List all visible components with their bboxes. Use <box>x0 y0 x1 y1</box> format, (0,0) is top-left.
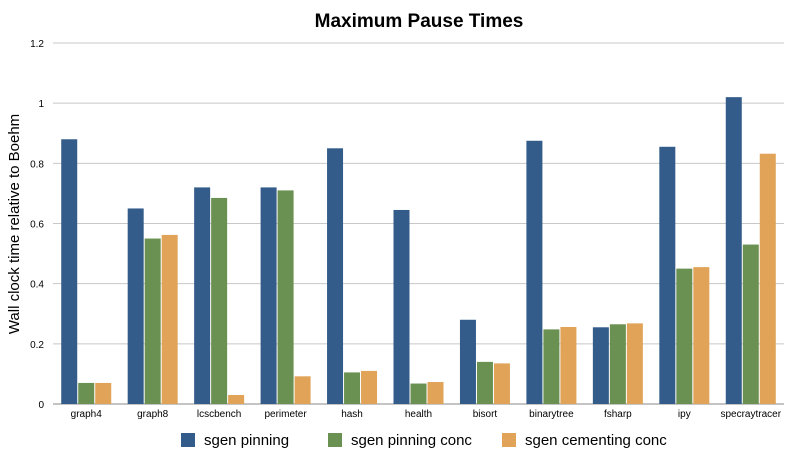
bars-layer <box>61 97 776 405</box>
y-tick-label: 1.2 <box>30 39 44 50</box>
bar-sgen-cementing-conc-fsharp <box>626 323 643 404</box>
bar-sgen-pinning-conc-ipy <box>676 268 693 404</box>
legend-item: sgen cementing conc <box>502 432 667 449</box>
bar-sgen-pinning-conc-health <box>410 383 427 404</box>
bar-sgen-pinning-ipy <box>659 146 676 404</box>
bar-sgen-cementing-conc-binarytree <box>560 326 577 404</box>
legend-swatch <box>502 433 516 447</box>
legend-label: sgen pinning conc <box>351 432 472 449</box>
x-tick-label: specraytracer <box>720 409 781 420</box>
bar-sgen-pinning-binarytree <box>526 140 543 405</box>
bar-sgen-pinning-bisort <box>459 319 476 404</box>
bar-sgen-pinning-conc-hash <box>344 372 361 404</box>
bar-sgen-pinning-conc-binarytree <box>543 329 560 404</box>
y-tick-label: 0 <box>38 400 44 411</box>
bar-sgen-cementing-conc-graph4 <box>95 382 112 404</box>
bar-sgen-pinning-conc-graph4 <box>78 382 95 404</box>
y-tick-label: 0.2 <box>30 340 44 351</box>
legend-swatch <box>328 433 342 447</box>
legend-swatch <box>181 433 195 447</box>
bar-sgen-cementing-conc-ipy <box>693 267 710 404</box>
bar-sgen-pinning-perimeter <box>260 187 277 404</box>
bar-sgen-cementing-conc-bisort <box>493 363 510 404</box>
bar-sgen-pinning-health <box>393 209 410 404</box>
x-tick-layer: graph4 graph8 lcscbench perimeter hash health… <box>71 409 782 420</box>
bar-sgen-pinning-lcscbench <box>194 187 211 404</box>
y-tick-label: 1 <box>38 99 44 110</box>
legend-item: sgen pinning conc <box>328 432 472 449</box>
y-axis-label: Wall clock time relative to Boehm <box>6 114 23 334</box>
bar-sgen-pinning-fsharp <box>592 327 609 404</box>
x-tick-label: graph4 <box>71 409 103 420</box>
bar-sgen-pinning-graph8 <box>127 208 144 404</box>
bar-sgen-cementing-conc-health <box>427 382 444 404</box>
x-tick-label: perimeter <box>264 409 307 420</box>
x-tick-label: lcscbench <box>197 409 241 420</box>
x-tick-label: ipy <box>678 409 691 420</box>
y-tick-label: 0.6 <box>30 220 44 231</box>
bar-sgen-pinning-specraytracer <box>725 97 742 405</box>
bar-sgen-pinning-conc-lcscbench <box>211 197 228 404</box>
bar-sgen-pinning-conc-perimeter <box>277 190 294 404</box>
x-tick-label: bisort <box>473 409 498 420</box>
bar-sgen-pinning-hash <box>327 148 344 404</box>
bar-sgen-pinning-conc-bisort <box>476 361 493 404</box>
x-tick-label: hash <box>341 409 363 420</box>
bar-sgen-cementing-conc-graph8 <box>161 234 178 404</box>
chart-title: Maximum Pause Times <box>315 11 524 32</box>
x-tick-label: health <box>405 409 432 420</box>
legend-label: sgen cementing conc <box>525 432 667 449</box>
bar-sgen-cementing-conc-lcscbench <box>228 394 245 404</box>
bar-sgen-cementing-conc-specraytracer <box>759 153 776 404</box>
legend-item: sgen pinning <box>181 432 289 449</box>
bar-sgen-pinning-conc-specraytracer <box>742 244 759 404</box>
y-tick-label: 0.4 <box>30 280 44 291</box>
legend: sgen pinning sgen pinning conc sgen cement… <box>181 432 667 449</box>
bar-sgen-cementing-conc-perimeter <box>294 376 311 404</box>
x-tick-label: fsharp <box>604 409 632 420</box>
x-tick-label: graph8 <box>137 409 169 420</box>
bar-sgen-pinning-graph4 <box>61 139 78 404</box>
bar-sgen-pinning-conc-fsharp <box>609 324 626 404</box>
y-tick-label: 0.8 <box>30 159 44 170</box>
bar-sgen-pinning-conc-graph8 <box>144 238 161 404</box>
legend-label: sgen pinning <box>204 432 289 449</box>
x-tick-label: binarytree <box>529 409 574 420</box>
bar-sgen-cementing-conc-hash <box>361 370 378 404</box>
